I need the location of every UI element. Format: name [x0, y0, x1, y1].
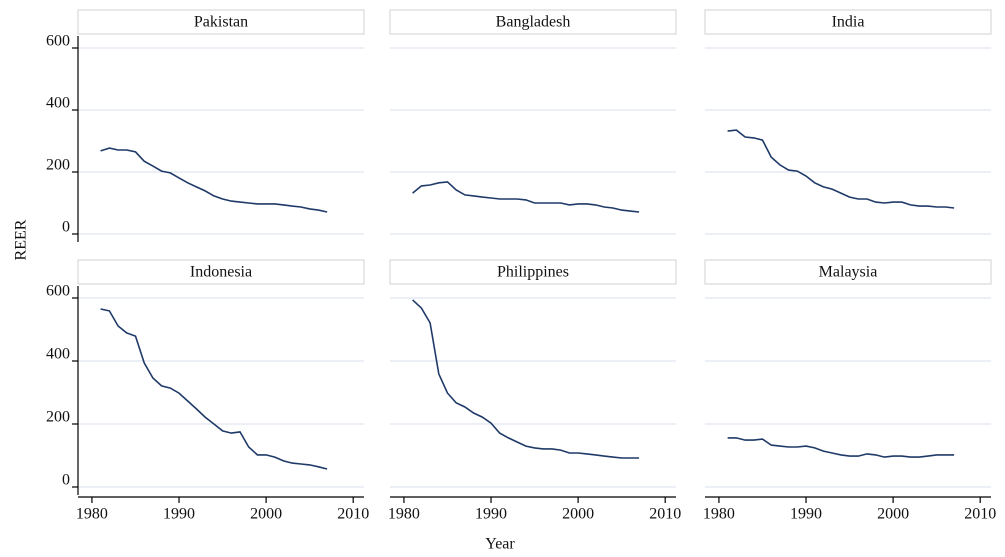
panel-title: India	[832, 14, 865, 31]
x-tick-label: 1980	[703, 506, 735, 523]
x-tick-label: 1990	[163, 506, 195, 523]
data-line	[727, 437, 955, 458]
y-tick-label: 0	[62, 219, 70, 236]
y-tick-label: 400	[46, 95, 70, 112]
y-tick-label: 0	[62, 472, 70, 489]
data-line	[100, 308, 328, 470]
panel-title: Bangladesh	[496, 14, 571, 31]
x-axis-label: Year	[485, 536, 515, 553]
y-tick-label: 200	[46, 157, 70, 174]
y-tick-label: 600	[46, 33, 70, 50]
data-line	[727, 129, 955, 209]
data-line	[412, 181, 640, 213]
x-tick-label: 2000	[250, 506, 282, 523]
panel-title-box	[389, 259, 677, 285]
x-tick-label: 2010	[964, 506, 996, 523]
x-tick-label: 2000	[877, 506, 909, 523]
panel-title-box	[389, 9, 677, 35]
y-axis-label: REER	[13, 219, 30, 260]
panel-title-box	[704, 9, 992, 35]
data-line	[100, 147, 328, 213]
x-tick-label: 1980	[76, 506, 108, 523]
x-tick-label: 2010	[337, 506, 369, 523]
panel-title: Malaysia	[819, 264, 878, 281]
x-tick-label: 1980	[388, 506, 420, 523]
panel-title-box	[77, 259, 365, 285]
data-line	[412, 299, 640, 459]
y-tick-label: 400	[46, 346, 70, 363]
panel-title: Philippines	[497, 264, 569, 281]
x-tick-label: 2000	[562, 506, 594, 523]
panel-title-box	[704, 259, 992, 285]
x-tick-label: 1990	[790, 506, 822, 523]
x-tick-label: 2010	[649, 506, 681, 523]
panel-title: Pakistan	[194, 14, 248, 31]
x-tick-label: 1990	[475, 506, 507, 523]
y-tick-label: 200	[46, 409, 70, 426]
panel-title-box	[77, 9, 365, 35]
y-tick-label: 600	[46, 283, 70, 300]
panel-title: Indonesia	[190, 264, 252, 281]
